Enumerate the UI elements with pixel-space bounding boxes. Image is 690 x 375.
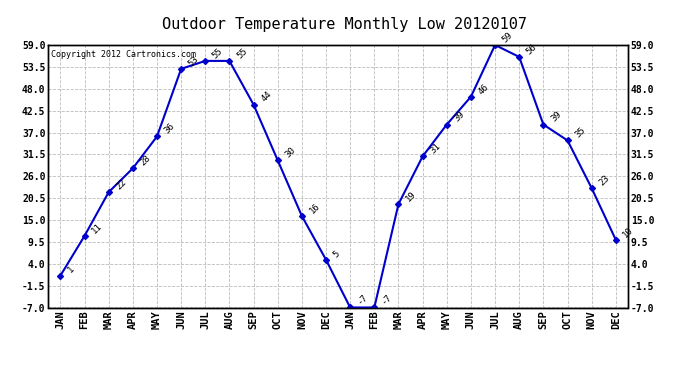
Text: 10: 10 [622, 225, 635, 239]
Text: 31: 31 [428, 142, 442, 156]
Text: 55: 55 [235, 46, 249, 60]
Text: -7: -7 [356, 293, 370, 307]
Text: 39: 39 [549, 110, 563, 124]
Text: 59: 59 [501, 30, 515, 44]
Text: 35: 35 [573, 126, 587, 140]
Text: 5: 5 [332, 249, 342, 259]
Text: 19: 19 [404, 189, 418, 203]
Text: 28: 28 [139, 153, 152, 168]
Text: Copyright 2012 Cartronics.com: Copyright 2012 Cartronics.com [51, 50, 196, 59]
Text: 11: 11 [90, 221, 104, 235]
Text: 56: 56 [525, 42, 539, 56]
Text: 22: 22 [115, 177, 128, 191]
Text: 36: 36 [163, 122, 177, 136]
Text: 39: 39 [453, 110, 466, 124]
Text: 30: 30 [284, 146, 297, 160]
Text: 1: 1 [66, 265, 76, 275]
Text: 53: 53 [187, 54, 201, 68]
Text: 46: 46 [477, 82, 491, 96]
Text: 23: 23 [598, 174, 611, 188]
Text: 44: 44 [259, 90, 273, 104]
Text: 16: 16 [308, 201, 322, 215]
Text: 55: 55 [211, 46, 225, 60]
Text: Outdoor Temperature Monthly Low 20120107: Outdoor Temperature Monthly Low 20120107 [163, 17, 527, 32]
Text: -7: -7 [380, 293, 394, 307]
